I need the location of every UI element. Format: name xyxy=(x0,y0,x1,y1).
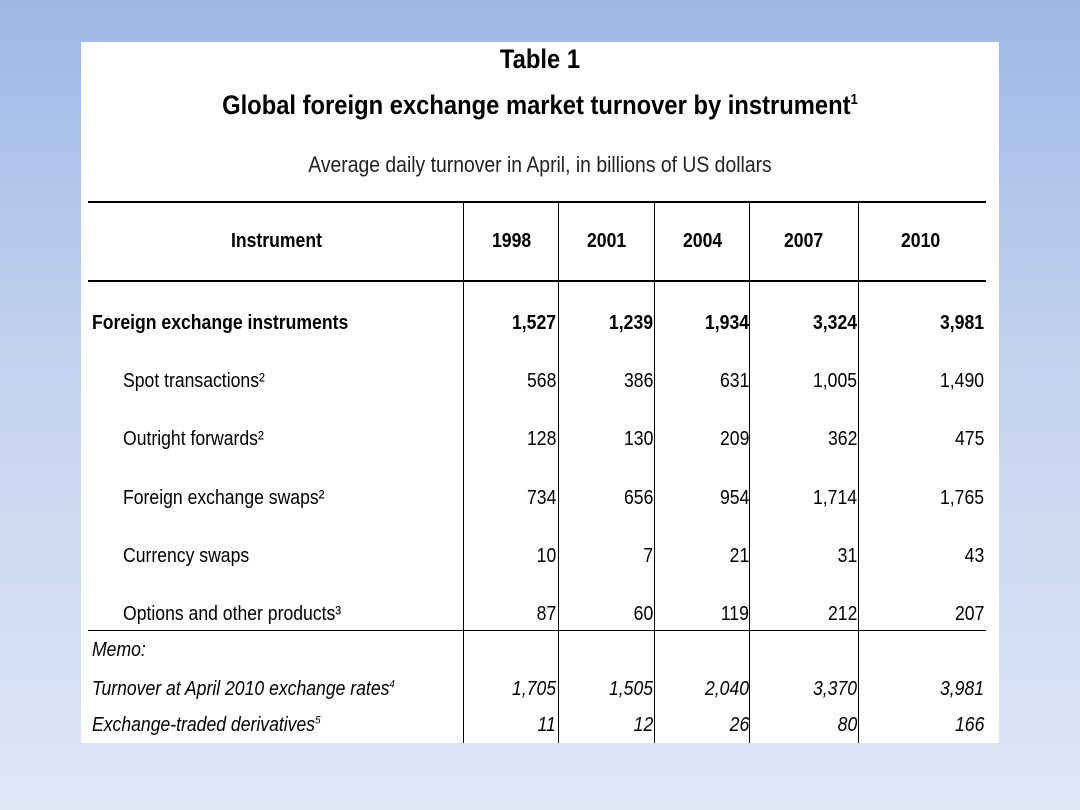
cell-2001: 7 xyxy=(643,545,653,567)
cell-1998: 1,705 xyxy=(511,678,556,700)
row-footnote: 4 xyxy=(389,678,395,691)
cell-1998: 10 xyxy=(536,545,556,567)
col-divider-2 xyxy=(558,202,559,743)
cell-2004: 1,934 xyxy=(704,312,749,334)
row-label: Exchange-traded derivatives5 xyxy=(92,714,320,737)
header-rule xyxy=(88,280,986,282)
header-2001: 2001 xyxy=(587,230,627,252)
table-title: Global foreign exchange market turnover … xyxy=(136,90,944,121)
cell-2010: 43 xyxy=(964,545,984,567)
cell-1998: 87 xyxy=(536,603,556,625)
cell-2010: 3,981 xyxy=(939,678,984,700)
cell-1998: 128 xyxy=(526,428,556,450)
table-title-text: Global foreign exchange market turnover … xyxy=(222,90,851,120)
cell-2010: 3,981 xyxy=(939,312,984,334)
cell-2004: 631 xyxy=(719,370,749,392)
cell-2007: 1,714 xyxy=(812,487,857,509)
col-divider-3 xyxy=(654,202,655,743)
cell-2001: 656 xyxy=(623,487,653,509)
row-label: Turnover at April 2010 exchange rates4 xyxy=(92,678,395,701)
row-label: Foreign exchange swaps² xyxy=(123,487,325,509)
cell-2007: 1,005 xyxy=(812,370,857,392)
cell-1998: 734 xyxy=(526,487,556,509)
memo-rule xyxy=(88,630,986,631)
row-footnote: 5 xyxy=(315,714,321,727)
header-2004: 2004 xyxy=(683,230,723,252)
row-label: Spot transactions² xyxy=(123,370,265,392)
top-rule xyxy=(88,201,986,203)
col-divider-4 xyxy=(749,202,750,743)
cell-2007: 3,370 xyxy=(812,678,857,700)
cell-2001: 1,239 xyxy=(608,312,653,334)
header-2010: 2010 xyxy=(901,230,941,252)
cell-2007: 31 xyxy=(837,545,857,567)
cell-2001: 60 xyxy=(633,603,653,625)
row-label: Options and other products³ xyxy=(123,603,342,625)
header-1998: 1998 xyxy=(492,230,532,252)
cell-2007: 212 xyxy=(827,603,857,625)
cell-2001: 130 xyxy=(623,428,653,450)
col-divider-1 xyxy=(463,202,464,743)
cell-2004: 21 xyxy=(729,545,749,567)
cell-2004: 954 xyxy=(719,487,749,509)
cell-2004: 119 xyxy=(720,603,749,625)
row-label: Foreign exchange instruments xyxy=(92,312,349,334)
memo-label: Memo: xyxy=(92,639,146,661)
cell-1998: 568 xyxy=(526,370,556,392)
cell-2004: 209 xyxy=(719,428,749,450)
table-caption: Average daily turnover in April, in bill… xyxy=(308,152,772,177)
cell-2007: 362 xyxy=(827,428,857,450)
table-panel: Table 1 Global foreign exchange market t… xyxy=(81,42,999,743)
cell-2004: 2,040 xyxy=(704,678,749,700)
cell-2001: 1,505 xyxy=(608,678,653,700)
row-label-text: Turnover at April 2010 exchange rates xyxy=(92,678,390,700)
cell-1998: 1,527 xyxy=(511,312,556,334)
cell-2001: 386 xyxy=(623,370,653,392)
cell-2007: 80 xyxy=(837,714,857,736)
row-label: Currency swaps xyxy=(123,545,250,567)
cell-2004: 26 xyxy=(729,714,749,736)
cell-2001: 12 xyxy=(633,714,653,736)
cell-1998: 11 xyxy=(537,714,556,736)
cell-2010: 1,765 xyxy=(939,487,984,509)
cell-2007: 3,324 xyxy=(812,312,857,334)
cell-2010: 166 xyxy=(954,714,984,736)
cell-2010: 1,490 xyxy=(939,370,984,392)
table-label: Table 1 xyxy=(499,44,581,74)
header-instrument: Instrument xyxy=(231,230,322,252)
cell-2010: 207 xyxy=(954,603,984,625)
col-divider-5 xyxy=(858,202,859,743)
header-2007: 2007 xyxy=(784,230,824,252)
row-label: Outright forwards² xyxy=(123,428,264,450)
row-label-text: Exchange-traded derivatives xyxy=(92,714,316,736)
title-footnote: 1 xyxy=(850,91,858,108)
cell-2010: 475 xyxy=(954,428,984,450)
